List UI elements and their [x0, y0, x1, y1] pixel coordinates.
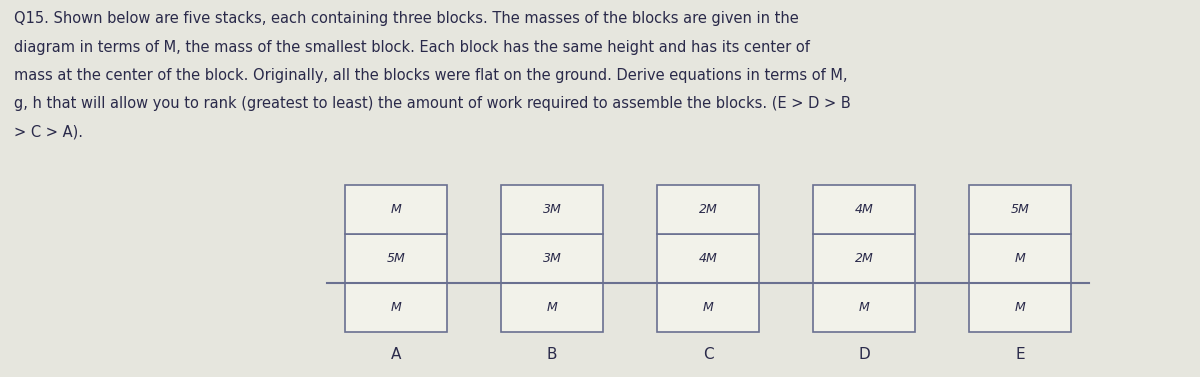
- Text: M: M: [1015, 301, 1025, 314]
- Text: 5M: 5M: [386, 252, 406, 265]
- FancyBboxPatch shape: [814, 234, 916, 283]
- Text: Q15. Shown below are five stacks, each containing three blocks. The masses of th: Q15. Shown below are five stacks, each c…: [14, 11, 799, 26]
- Text: C: C: [703, 347, 713, 362]
- Text: 5M: 5M: [1010, 203, 1030, 216]
- Text: D: D: [858, 347, 870, 362]
- Text: M: M: [391, 203, 401, 216]
- FancyBboxPatch shape: [658, 185, 760, 234]
- Text: 3M: 3M: [542, 252, 562, 265]
- FancyBboxPatch shape: [658, 234, 760, 283]
- FancyBboxPatch shape: [970, 234, 1072, 283]
- FancyBboxPatch shape: [814, 283, 916, 332]
- Text: 4M: 4M: [854, 203, 874, 216]
- FancyBboxPatch shape: [502, 185, 604, 234]
- FancyBboxPatch shape: [970, 185, 1072, 234]
- FancyBboxPatch shape: [814, 185, 916, 234]
- Text: M: M: [703, 301, 713, 314]
- FancyBboxPatch shape: [970, 283, 1072, 332]
- Text: E: E: [1015, 347, 1025, 362]
- FancyBboxPatch shape: [502, 234, 604, 283]
- Text: M: M: [1015, 252, 1025, 265]
- Text: 4M: 4M: [698, 252, 718, 265]
- Text: B: B: [547, 347, 557, 362]
- FancyBboxPatch shape: [346, 283, 448, 332]
- Text: M: M: [859, 301, 869, 314]
- Text: M: M: [547, 301, 557, 314]
- Text: diagram in terms of M, the mass of the smallest block. Each block has the same h: diagram in terms of M, the mass of the s…: [14, 40, 810, 55]
- Text: 2M: 2M: [854, 252, 874, 265]
- Text: 3M: 3M: [542, 203, 562, 216]
- FancyBboxPatch shape: [346, 234, 448, 283]
- FancyBboxPatch shape: [346, 185, 448, 234]
- Text: > C > A).: > C > A).: [14, 124, 84, 139]
- Text: M: M: [391, 301, 401, 314]
- Text: mass at the center of the block. Originally, all the blocks were flat on the gro: mass at the center of the block. Origina…: [14, 68, 848, 83]
- Text: 2M: 2M: [698, 203, 718, 216]
- FancyBboxPatch shape: [502, 283, 604, 332]
- Text: g, h that will allow you to rank (greatest to least) the amount of work required: g, h that will allow you to rank (greate…: [14, 96, 851, 111]
- Text: A: A: [391, 347, 401, 362]
- FancyBboxPatch shape: [658, 283, 760, 332]
